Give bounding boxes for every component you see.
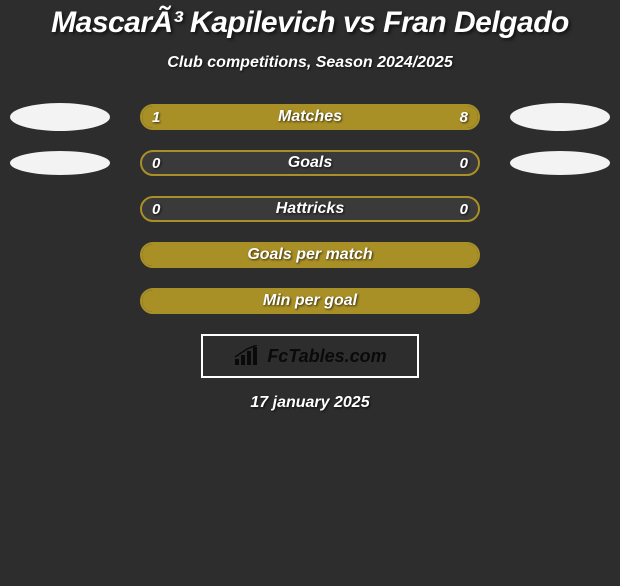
stat-label: Matches: [142, 106, 478, 128]
stat-bar: Goals0 0: [140, 150, 480, 176]
stat-value-left: 1: [142, 106, 170, 128]
stat-label: Goals: [142, 152, 478, 174]
comparison-infographic: MascarÃ³ Kapilevich vs Fran Delgado Club…: [0, 6, 620, 412]
brand-box: FcTables.com: [201, 334, 419, 378]
stats-area: Matches18Goals00Hattricks00Goals per mat…: [0, 104, 620, 314]
stat-bar: Matches1 8: [140, 104, 480, 130]
player1-name: MascarÃ³ Kapilevich: [51, 6, 335, 39]
player2-avatar: [510, 103, 610, 131]
player1-avatar: [10, 151, 110, 175]
stat-value-right: 0: [450, 198, 478, 220]
stat-value-left: 0: [142, 198, 170, 220]
player2-avatar: [510, 151, 610, 175]
stat-value-right: 0: [450, 152, 478, 174]
stat-row: Goals per match: [0, 242, 620, 268]
stat-bar: Goals per match: [140, 242, 480, 268]
stat-bar: Hattricks0 0: [140, 196, 480, 222]
stat-label: Goals per match: [142, 244, 478, 266]
stat-value-left: 0: [142, 152, 170, 174]
player2-name: Fran Delgado: [383, 6, 569, 39]
stat-value-right: 8: [450, 106, 478, 128]
stat-row: Hattricks0 0: [0, 196, 620, 222]
stat-label: Min per goal: [142, 290, 478, 312]
stat-bar: Min per goal: [140, 288, 480, 314]
stat-row: Min per goal: [0, 288, 620, 314]
page-title: MascarÃ³ Kapilevich vs Fran Delgado: [0, 6, 620, 40]
stat-row: Matches1 8: [0, 104, 620, 130]
subtitle: Club competitions, Season 2024/2025: [0, 54, 620, 72]
stat-row: Goals0 0: [0, 150, 620, 176]
vs-text: vs: [343, 6, 375, 39]
date-text: 17 january 2025: [0, 394, 620, 412]
player1-avatar: [10, 103, 110, 131]
stat-label: Hattricks: [142, 198, 478, 220]
brand-text: FcTables.com: [267, 346, 386, 367]
brand-chart-icon: [233, 345, 261, 367]
